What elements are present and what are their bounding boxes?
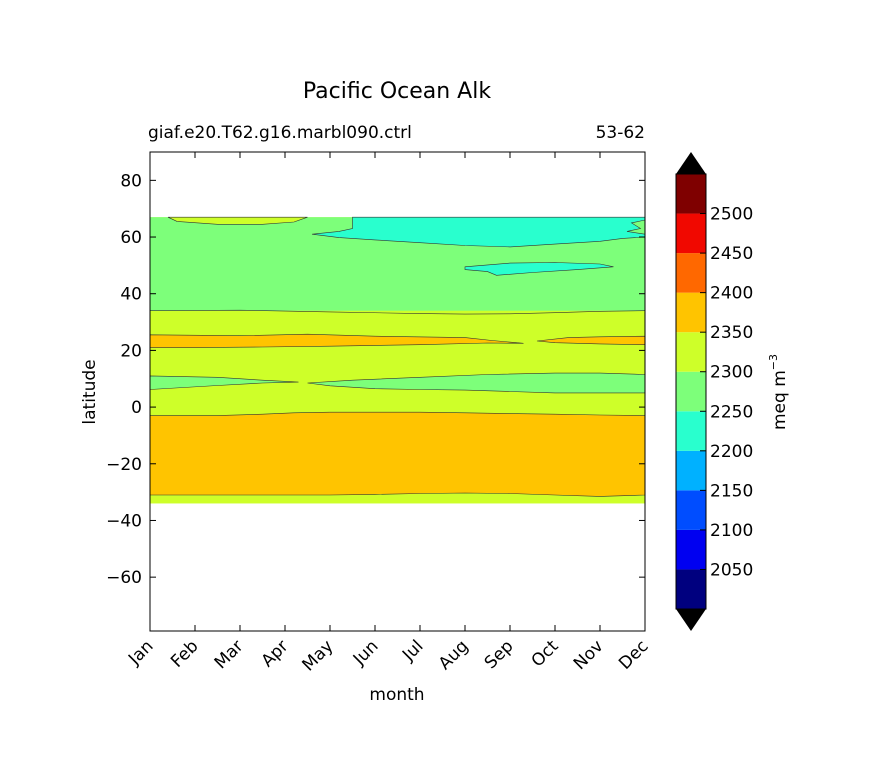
y-tick-label: 20 xyxy=(120,341,142,361)
x-axis-label: month xyxy=(369,685,424,705)
x-tick-label: Dec xyxy=(615,636,652,673)
y-tick-label: −40 xyxy=(106,511,142,531)
region-2200-2250-north xyxy=(311,216,645,248)
colorbar-tick-label: 2100 xyxy=(710,521,753,541)
chart-title: Pacific Ocean Alk xyxy=(303,79,491,104)
x-tick-label: Jan xyxy=(124,636,157,669)
plot-frame xyxy=(149,151,646,632)
x-tick-label: Sep xyxy=(481,636,518,673)
x-tick-label: Apr xyxy=(258,636,293,671)
region-2250-2300-tropic-east xyxy=(307,372,645,394)
y-tick-label: 60 xyxy=(120,228,142,248)
contour-fields xyxy=(150,216,645,504)
colorbar-tick-label: 2050 xyxy=(710,560,753,580)
colorbar-tick-label: 2450 xyxy=(710,244,753,264)
y-axis-label: latitude xyxy=(80,359,100,424)
colorbar-segment xyxy=(676,450,706,491)
colorbar-segment xyxy=(676,332,706,372)
region-2300-2350-north-west xyxy=(167,216,308,225)
colorbar-tick-label: 2400 xyxy=(710,284,753,304)
chart-subtitle-right: 53-62 xyxy=(596,123,645,143)
region-2200-2250-pocket xyxy=(464,262,614,276)
colorbar-segment xyxy=(676,490,706,530)
colorbar-label: meq m−3 xyxy=(767,354,790,430)
region-2350-2400-south xyxy=(150,411,645,497)
region-2250-2300-tropic-west xyxy=(150,375,299,390)
colorbar: 2050 2100 2150 2200 2250 2300 2350 2400 2450 2500 xyxy=(675,152,753,631)
colorbar-tick-label: 2150 xyxy=(710,481,753,501)
x-tick-label: Jul xyxy=(398,636,427,665)
x-tick-label: Feb xyxy=(167,636,202,671)
x-tick-label: May xyxy=(299,636,338,675)
colorbar-segment xyxy=(676,253,706,293)
colorbar-segment xyxy=(676,529,706,570)
region-2350-2400-tropic-west xyxy=(150,333,524,348)
colorbar-segment xyxy=(676,292,706,333)
colorbar-segment xyxy=(676,371,706,412)
colorbar-label-exponent: −3 xyxy=(767,354,780,370)
y-tick-label: 40 xyxy=(120,285,142,305)
contour-line-2300 xyxy=(150,309,645,315)
colorbar-segment xyxy=(676,569,706,609)
y-axis-ticks: 80 60 40 20 0 −20 −40 −60 xyxy=(106,171,645,588)
colorbar-under-triangle xyxy=(676,609,706,631)
colorbar-tick-label: 2200 xyxy=(710,442,753,462)
colorbar-tick-label: 2300 xyxy=(710,363,753,383)
colorbar-segment xyxy=(676,213,706,254)
x-tick-label: Aug xyxy=(435,636,473,674)
colorbar-label-text: meq m xyxy=(770,370,790,430)
y-tick-label: −60 xyxy=(106,568,142,588)
y-tick-label: 80 xyxy=(120,171,142,191)
x-tick-label: Oct xyxy=(528,636,563,671)
region-2350-2400-tropic-east xyxy=(536,335,645,346)
x-tick-label: Jun xyxy=(349,636,383,670)
colorbar-segment xyxy=(676,411,706,451)
colorbar-tick-label: 2350 xyxy=(710,323,753,343)
x-tick-label: Mar xyxy=(211,636,248,673)
colorbar-tick-label: 2250 xyxy=(710,402,753,422)
y-tick-label: −20 xyxy=(106,455,142,475)
chart-subtitle-left: giaf.e20.T62.g16.marbl090.ctrl xyxy=(148,123,412,143)
x-tick-label: Nov xyxy=(570,636,608,674)
y-tick-label: 0 xyxy=(131,398,142,418)
colorbar-frame xyxy=(675,173,707,610)
colorbar-tick-label: 2500 xyxy=(710,205,753,225)
colorbar-segment xyxy=(676,174,706,214)
colorbar-over-triangle xyxy=(676,152,706,174)
